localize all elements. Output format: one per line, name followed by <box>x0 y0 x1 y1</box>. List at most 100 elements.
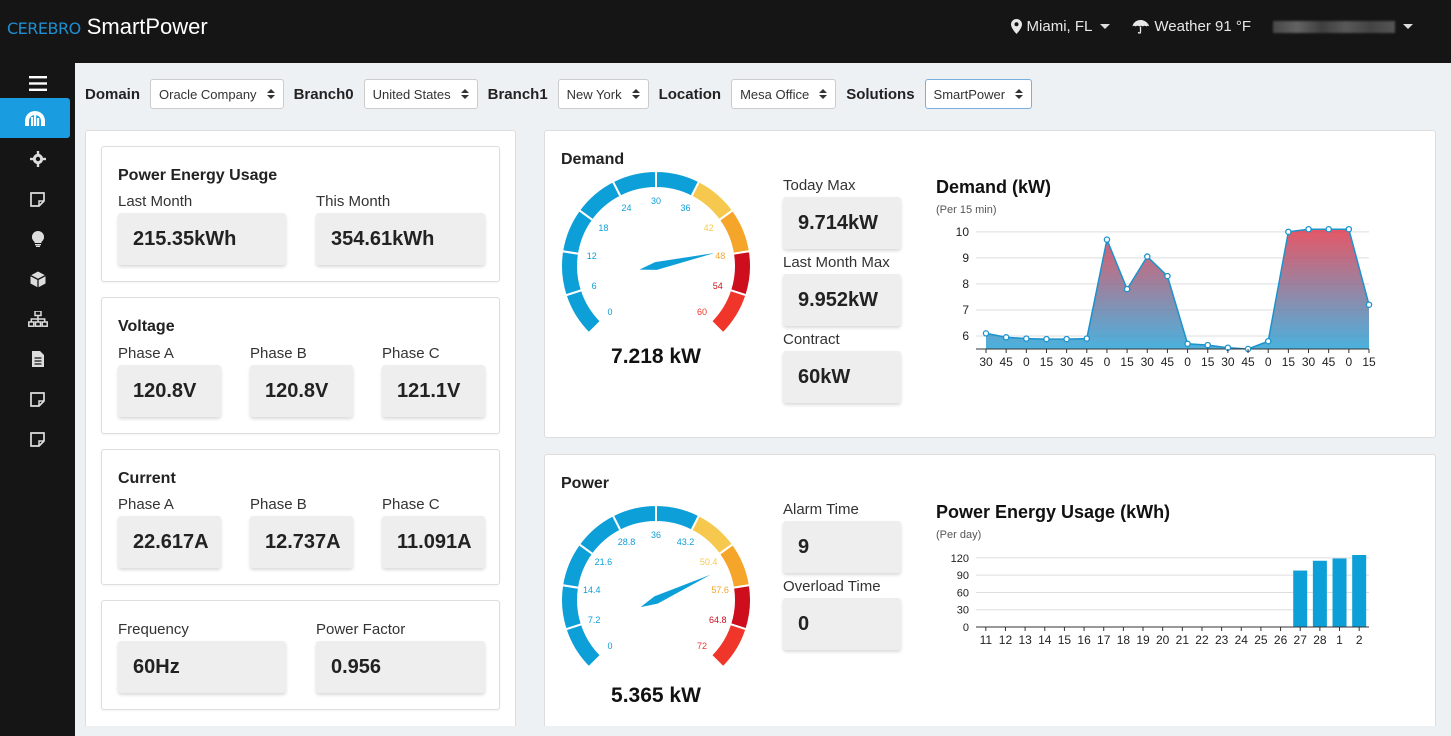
map-pin-icon <box>1010 19 1022 34</box>
current-phase-c-value: 11.091A <box>382 516 485 568</box>
chevron-down-icon <box>1100 24 1111 29</box>
gauge-tick-label: 18 <box>598 223 608 233</box>
location-value: Mesa Office <box>740 86 810 102</box>
user-menu[interactable] <box>1273 20 1413 33</box>
metrics-panel: Power Energy Usage Last Month This Month… <box>85 130 516 736</box>
location-label: Location <box>658 85 722 103</box>
x-tick-label: 21 <box>1176 633 1190 647</box>
x-tick-label: 0 <box>1184 355 1191 369</box>
gauge-segment <box>611 505 657 532</box>
current-card: Current Phase A Phase B Phase C 22.617A … <box>101 449 500 585</box>
overload-time-label: Overload Time <box>783 578 881 595</box>
sidebar-item-dashboard[interactable] <box>0 98 70 138</box>
sidebar-item-devices[interactable] <box>0 259 75 299</box>
sidebar-item-notes[interactable] <box>0 179 75 219</box>
power-factor-label: Power Factor <box>316 621 406 638</box>
current-phase-a-value: 22.617A <box>118 516 221 568</box>
y-tick-label: 0 <box>963 622 969 634</box>
voltage-phase-c-label: Phase C <box>382 345 440 362</box>
last-month-value: 215.35kWh <box>118 213 286 265</box>
network-icon <box>27 311 48 327</box>
x-tick-label: 0 <box>1345 355 1352 369</box>
x-tick-label: 15 <box>1040 355 1054 369</box>
solutions-select[interactable]: SmartPower <box>924 79 1033 109</box>
gauge-tick-label: 24 <box>621 203 631 213</box>
x-tick-label: 1 <box>1336 633 1343 647</box>
sidebar-item-notes-3[interactable] <box>0 419 75 459</box>
sidebar-item-network[interactable] <box>0 299 75 339</box>
alarm-time-value: 9 <box>783 521 901 573</box>
gauge-tick-label: 14.4 <box>583 585 601 595</box>
location-select[interactable]: Mesa Office <box>731 79 837 109</box>
brand[interactable]: CEREBRO SmartPower <box>7 14 208 40</box>
x-tick-label: 17 <box>1097 633 1111 647</box>
demand-point <box>1264 337 1272 345</box>
demand-point <box>1063 335 1070 343</box>
this-month-label: This Month <box>316 193 391 210</box>
energy-chart-subtitle: (Per day) <box>936 529 982 541</box>
demand-panel: Demand 0 6 12 18 24 30 36 42 48 54 60 7.218 kW Tod… <box>544 130 1436 438</box>
energy-usage-card: Power Energy Usage Last Month This Month… <box>101 146 500 282</box>
branch0-label: Branch0 <box>293 85 354 103</box>
x-tick-label: 30 <box>1060 355 1074 369</box>
gauge-tick-label: 28.8 <box>618 537 636 547</box>
x-tick-label: 20 <box>1156 633 1170 647</box>
energy-bar <box>1293 570 1308 627</box>
sidebar-item-reports[interactable] <box>0 339 75 379</box>
x-tick-label: 12 <box>999 633 1013 647</box>
current-phase-b-value: 12.737A <box>250 516 353 568</box>
gauge-tick-label: 54 <box>713 281 723 291</box>
voltage-phase-b-label: Phase B <box>250 345 307 362</box>
x-tick-label: 16 <box>1077 633 1091 647</box>
y-tick-label: 7 <box>962 303 969 317</box>
demand-gauge: 0 6 12 18 24 30 36 42 48 54 60 <box>561 171 751 335</box>
menu-toggle-button[interactable] <box>0 63 75 103</box>
branch0-select[interactable]: United States <box>363 79 478 109</box>
power-factor-value: 0.956 <box>316 641 485 693</box>
umbrella-icon <box>1132 19 1150 34</box>
gauge-tick-label: 50.4 <box>700 557 718 567</box>
chevron-down-icon <box>1403 24 1413 29</box>
location-dropdown[interactable]: Miami, FL <box>1010 18 1111 35</box>
domain-select[interactable]: Oracle Company <box>150 79 284 109</box>
sidebar-item-settings[interactable] <box>0 139 75 179</box>
x-tick-label: 22 <box>1195 633 1209 647</box>
y-tick-label: 120 <box>951 553 969 565</box>
branch1-select[interactable]: New York <box>557 79 649 109</box>
energy-usage-title: Power Energy Usage <box>118 167 278 184</box>
current-phase-a-label: Phase A <box>118 496 174 513</box>
x-tick-label: 15 <box>1282 355 1296 369</box>
gauge-segment <box>611 171 657 198</box>
x-tick-label: 30 <box>979 355 993 369</box>
power-gauge: 0 7.2 14.4 21.6 28.8 36 43.2 50.4 57.6 64.8 72 <box>561 505 751 669</box>
gauge-needle <box>640 574 711 608</box>
demand-chart-subtitle: (Per 15 min) <box>936 204 997 216</box>
gauge-tick-label: 0 <box>608 307 613 317</box>
alarm-time-label: Alarm Time <box>783 501 859 518</box>
sidebar-item-notes-2[interactable] <box>0 379 75 419</box>
x-tick-label: 0 <box>1104 355 1111 369</box>
demand-point <box>1023 335 1030 342</box>
x-tick-label: 23 <box>1215 633 1229 647</box>
demand-point <box>1043 335 1050 343</box>
x-tick-label: 15 <box>1362 355 1376 369</box>
app-name: SmartPower <box>86 14 208 39</box>
x-tick-label: 45 <box>1322 355 1336 369</box>
sidebar-item-ideas[interactable] <box>0 219 75 259</box>
last-month-max-value: 9.952kW <box>783 274 901 326</box>
voltage-phase-c-value: 121.1V <box>382 365 485 417</box>
gauge-tick-label: 7.2 <box>588 615 601 625</box>
frequency-label: Frequency <box>118 621 189 638</box>
gauge-tick-label: 64.8 <box>709 615 727 625</box>
gauge-tick-label: 72 <box>697 641 707 651</box>
gauge-needle <box>639 252 715 270</box>
user-name-blurred <box>1273 20 1395 33</box>
x-tick-label: 28 <box>1313 633 1327 647</box>
x-tick-label: 45 <box>1161 355 1175 369</box>
gauge-tick-label: 21.6 <box>595 557 613 567</box>
x-tick-label: 14 <box>1038 633 1052 647</box>
y-tick-label: 10 <box>956 225 970 239</box>
demand-title: Demand <box>561 151 625 168</box>
power-title: Power <box>561 475 610 492</box>
this-month-value: 354.61kWh <box>316 213 485 265</box>
